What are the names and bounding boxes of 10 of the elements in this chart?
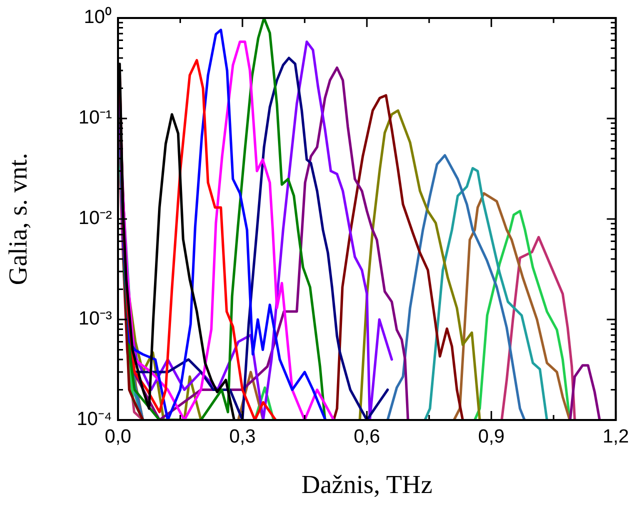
x-tick-label: 1,2 [602, 426, 630, 448]
y-tick-label: 10⁻³ [78, 308, 112, 330]
y-tick-label: 10⁻¹ [78, 108, 112, 129]
y-tick-label: 10⁰ [84, 6, 112, 28]
x-axis-title: Dažnis, THz [301, 470, 432, 500]
x-tick-label: 0,6 [354, 426, 380, 448]
y-axis-title: Galia, s. vnt. [3, 152, 32, 286]
x-tick-label: 0,9 [478, 426, 505, 448]
x-tick-label: 0,3 [229, 426, 256, 448]
y-tick-label: 10⁻² [78, 208, 112, 230]
